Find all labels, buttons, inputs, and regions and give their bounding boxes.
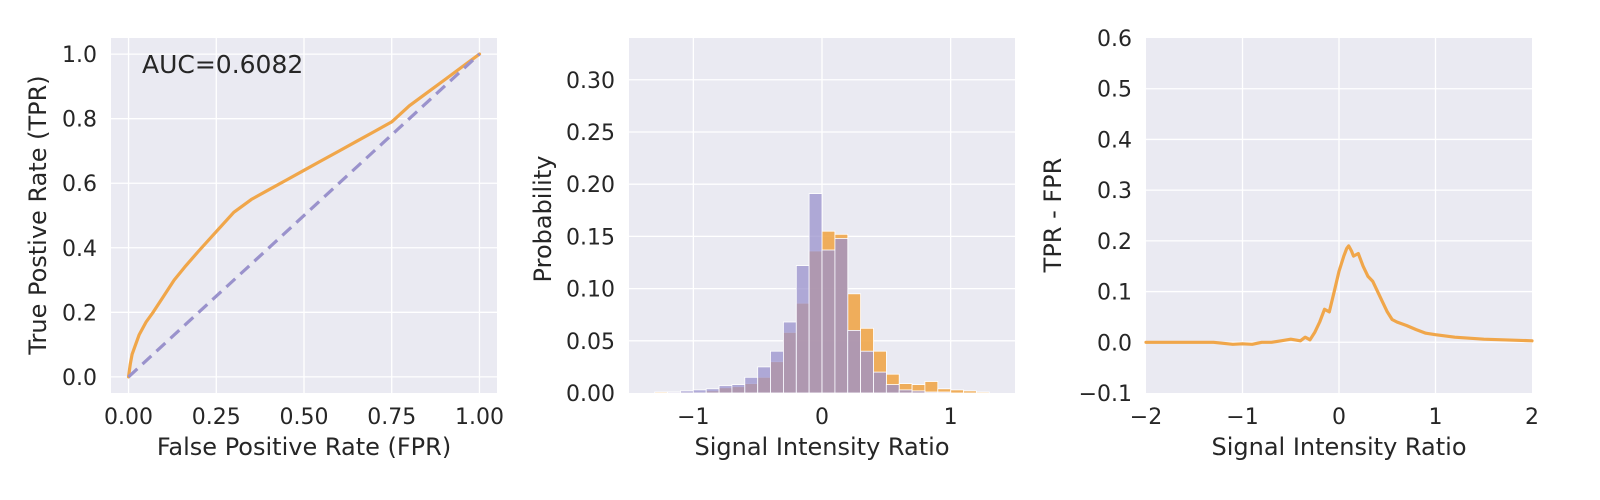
- y-tick-label: 0.4: [62, 237, 97, 262]
- roc-lines: [126, 52, 482, 379]
- histogram-bar-purple: [873, 371, 887, 394]
- histogram-bar-orange: [924, 381, 939, 394]
- histogram-bar-purple: [834, 238, 849, 394]
- curve-line: [1144, 244, 1534, 346]
- x-tick-label: 0: [1332, 405, 1346, 430]
- y-tick-label: 0.15: [566, 225, 615, 250]
- x-tick-label: 1: [1429, 405, 1443, 430]
- y-tick-label: −0.1: [1079, 382, 1132, 407]
- histogram-bar-purple: [860, 350, 874, 394]
- y-tick-label: 0.30: [566, 69, 615, 94]
- histogram-bar-purple: [770, 350, 784, 394]
- histogram-y-axis-title: Probability: [529, 156, 557, 283]
- histogram-bar-purple: [911, 390, 926, 394]
- histogram-bar-orange: [976, 391, 990, 394]
- x-tick-label: −1: [677, 405, 709, 430]
- histogram-bar-purple: [937, 391, 952, 394]
- x-tick-label: −1: [1226, 405, 1258, 430]
- tpr-fpr-gridlines: [1146, 38, 1532, 393]
- tpr-fpr-x-tick-labels: −2 −1 0 1 2: [1130, 405, 1539, 430]
- x-tick-label: 0: [815, 405, 829, 430]
- y-tick-label: 1.0: [62, 43, 97, 68]
- histogram-bar-purple: [795, 265, 810, 394]
- histogram-bar-purple: [692, 389, 707, 394]
- y-tick-label: 0.2: [62, 301, 97, 326]
- histogram-bars: [654, 193, 990, 394]
- y-tick-label: 0.0: [1097, 331, 1132, 356]
- histogram-bar-purple: [757, 366, 772, 394]
- histogram-x-axis-title: Signal Intensity Ratio: [694, 433, 949, 461]
- y-tick-label: 0.3: [1097, 179, 1132, 204]
- y-tick-label: 0.20: [566, 173, 615, 198]
- histogram-bar-purple: [667, 391, 681, 394]
- histogram-bar-purple: [821, 249, 836, 394]
- x-tick-label: 0.25: [192, 405, 241, 430]
- tpr-fpr-y-axis-title: TPR - FPR: [1039, 158, 1067, 274]
- histogram-bar-purple: [731, 384, 746, 394]
- histogram-bar-purple: [898, 389, 913, 394]
- y-tick-label: 0.4: [1097, 128, 1132, 153]
- y-tick-label: 0.00: [566, 382, 615, 407]
- histogram-x-tick-labels: −1 0 1: [677, 405, 958, 430]
- x-tick-label: −2: [1130, 405, 1162, 430]
- x-tick-label: 0.50: [280, 405, 329, 430]
- roc-panel: 0.00 0.25 0.50 0.75 1.00 0.00.20.40.60.81.0 …: [24, 38, 504, 461]
- tpr-fpr-y-tick-labels: −0.1 0.0 0.1 0.2 0.3 0.4 0.5 0.6: [1079, 27, 1132, 407]
- x-tick-label: 1.00: [455, 405, 504, 430]
- y-tick-label: 0.8: [62, 108, 97, 133]
- histogram-panel: −1 0 1 0.00 0.05 0.10 0.15 0.20 0.25 0.30 Signal…: [529, 38, 1015, 461]
- y-tick-label: 0.05: [566, 330, 615, 355]
- tpr-fpr-panel: −2 −1 0 1 2 −0.1 0.0 0.1 0.2 0.3 0.4 0.5 0.6 Signal…: [1039, 27, 1539, 461]
- x-tick-label: 1: [944, 405, 958, 430]
- histogram-bar-purple: [705, 388, 720, 394]
- histogram-bar-purple: [808, 193, 823, 394]
- histogram-bar-orange: [950, 389, 965, 394]
- y-tick-label: 0.2: [1097, 230, 1132, 255]
- histogram-bar-purple: [885, 384, 900, 394]
- histogram-bar-orange: [963, 390, 977, 394]
- y-tick-label: 0.1: [1097, 281, 1132, 306]
- roc-x-tick-labels: 0.00 0.25 0.50 0.75 1.00: [104, 405, 504, 430]
- y-tick-label: 0.0: [62, 366, 97, 391]
- y-tick-label: 0.5: [1097, 78, 1132, 103]
- reference-diagonal-line: [127, 52, 481, 379]
- roc-y-axis-title: True Postive Rate (TPR): [24, 75, 52, 355]
- curve-line: [126, 52, 482, 379]
- y-tick-label: 0.25: [566, 121, 615, 146]
- y-tick-label: 0.6: [62, 172, 97, 197]
- y-tick-label: 0.10: [566, 278, 615, 303]
- histogram-y-tick-labels: 0.00 0.05 0.10 0.15 0.20 0.25 0.30: [566, 69, 615, 407]
- roc-y-tick-labels: 0.0 0.2 0.4 0.6 0.8 1.0: [62, 43, 97, 391]
- x-tick-label: 0.00: [104, 405, 153, 430]
- y-tick-label: 0.6: [1097, 27, 1132, 52]
- histogram-bar-purple: [924, 391, 939, 394]
- x-tick-label: 0.75: [367, 405, 416, 430]
- histogram-bar-purple: [680, 390, 694, 394]
- histogram-bar-purple: [744, 376, 759, 394]
- x-tick-label: 2: [1525, 405, 1539, 430]
- tpr-fpr-x-axis-title: Signal Intensity Ratio: [1211, 433, 1466, 461]
- auc-annotation: AUC=0.6082: [142, 50, 303, 79]
- histogram-bar-purple: [783, 321, 797, 394]
- roc-x-axis-title: False Positive Rate (FPR): [157, 433, 451, 461]
- histogram-bar-purple: [718, 385, 733, 394]
- histogram-bar-orange: [654, 391, 669, 394]
- histogram-bar-purple: [847, 329, 862, 394]
- tpr-fpr-line: [1144, 244, 1534, 346]
